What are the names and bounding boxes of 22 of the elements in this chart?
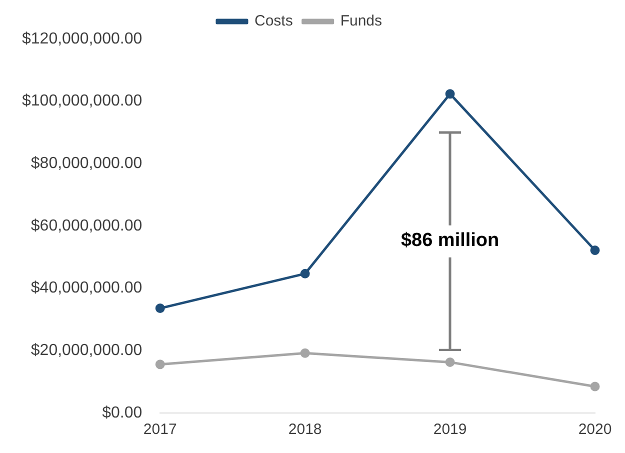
y-tick-label: $20,000,000.00 [30, 342, 142, 360]
y-tick-label: $80,000,000.00 [30, 155, 142, 172]
point [445, 357, 455, 367]
y-tick-label: $40,000,000.00 [30, 280, 142, 297]
x-tick-label: 2020 [578, 421, 612, 438]
point [590, 246, 600, 256]
x-tick-label: 2018 [288, 421, 322, 438]
point [300, 268, 310, 278]
annotation: $86 million [400, 230, 500, 252]
y-tick-label: $60,000,000.00 [30, 217, 142, 234]
y-tick-label: $100,000,000.00 [22, 92, 142, 110]
x-tick-label: 2019 [433, 421, 467, 438]
y-tick-label: $120,000,000.00 [22, 30, 142, 48]
legend-label: Funds [340, 12, 382, 30]
y-tick-label: $0.00 [102, 404, 142, 422]
point [590, 382, 600, 392]
x-tick-label: 2017 [143, 421, 177, 438]
legend-label: Costs [254, 12, 293, 30]
point [445, 89, 455, 99]
point [300, 348, 310, 358]
point [155, 360, 165, 370]
point [155, 304, 165, 314]
